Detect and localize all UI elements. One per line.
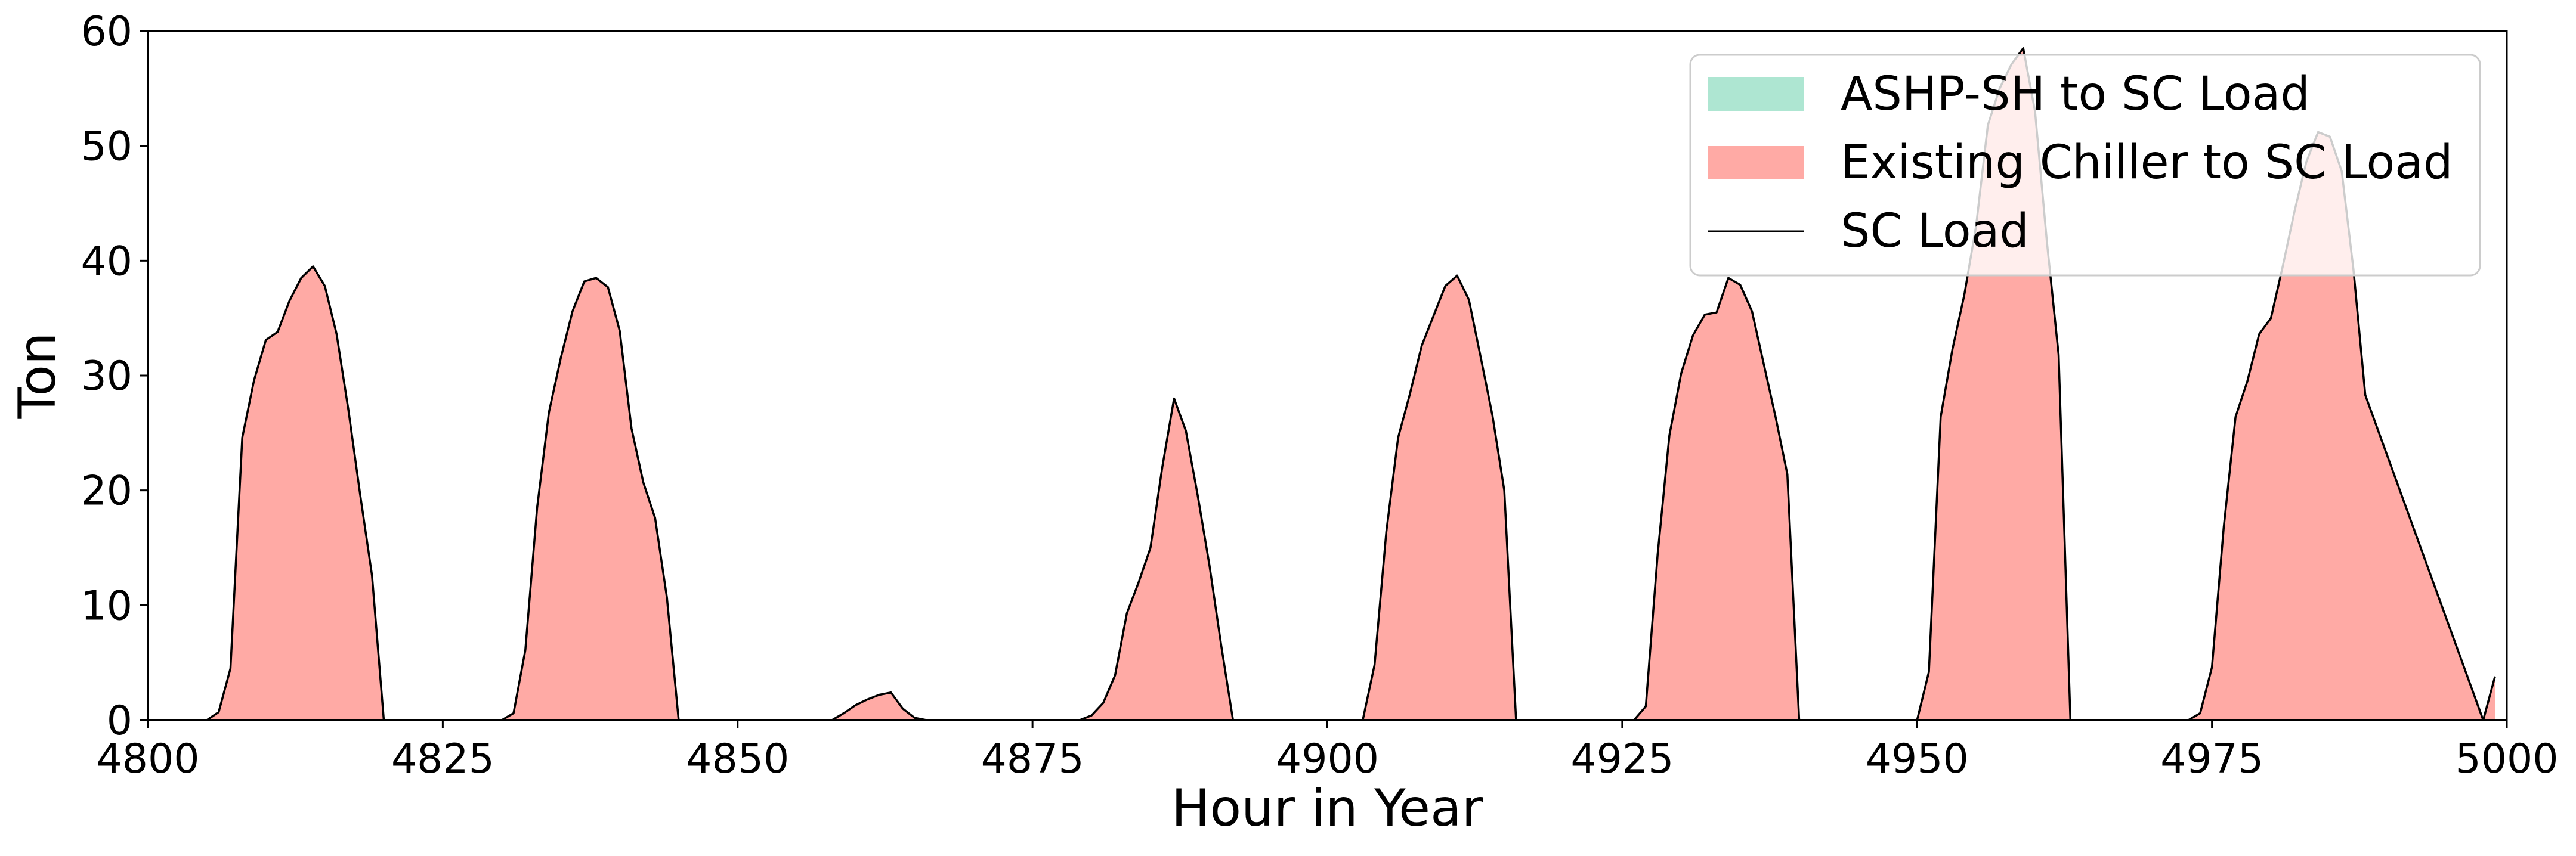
y-tick-label: 60: [81, 8, 132, 55]
x-tick-label: 4975: [2160, 736, 2263, 783]
legend-swatch-chiller: [1708, 146, 1804, 179]
x-tick-label: 4850: [686, 736, 789, 783]
x-tick-label: 4925: [1570, 736, 1674, 783]
x-tick-label: 4825: [391, 736, 494, 783]
y-axis-label: Ton: [8, 332, 67, 419]
y-tick-label: 20: [81, 468, 132, 515]
x-tick-label: 4900: [1276, 736, 1379, 783]
y-tick-label: 40: [81, 238, 132, 285]
y-tick-label: 0: [107, 697, 132, 745]
x-tick-label: 4950: [1866, 736, 1969, 783]
y-tick-label: 50: [81, 123, 132, 170]
legend-swatch-ashp: [1708, 77, 1804, 111]
x-axis-label: Hour in Year: [1171, 779, 1483, 838]
y-axis-ticks: 0 10 20 30 40 50 60: [81, 8, 148, 745]
x-tick-label: 5000: [2455, 736, 2558, 783]
legend-label-ashp: ASHP-SH to SC Load: [1841, 67, 2310, 121]
legend: ASHP-SH to SC Load Existing Chiller to S…: [1689, 54, 2481, 277]
y-tick-label: 10: [81, 582, 132, 629]
x-tick-label: 4875: [981, 736, 1084, 783]
chart-areas: [148, 48, 2495, 720]
area-existing-chiller: [148, 48, 2495, 720]
line-sc-load: [148, 47, 2496, 721]
legend-label-sc-load: SC Load: [1841, 204, 2029, 258]
x-tick-label: 4800: [96, 736, 199, 783]
legend-label-chiller: Existing Chiller to SC Load: [1841, 136, 2453, 190]
y-tick-label: 30: [81, 353, 132, 400]
chart-lines: [148, 47, 2496, 721]
x-axis-ticks: 4800 4825 4850 4875 4900 4925 4950 4975 5000: [96, 720, 2559, 783]
legend-frame: [1689, 54, 2481, 277]
